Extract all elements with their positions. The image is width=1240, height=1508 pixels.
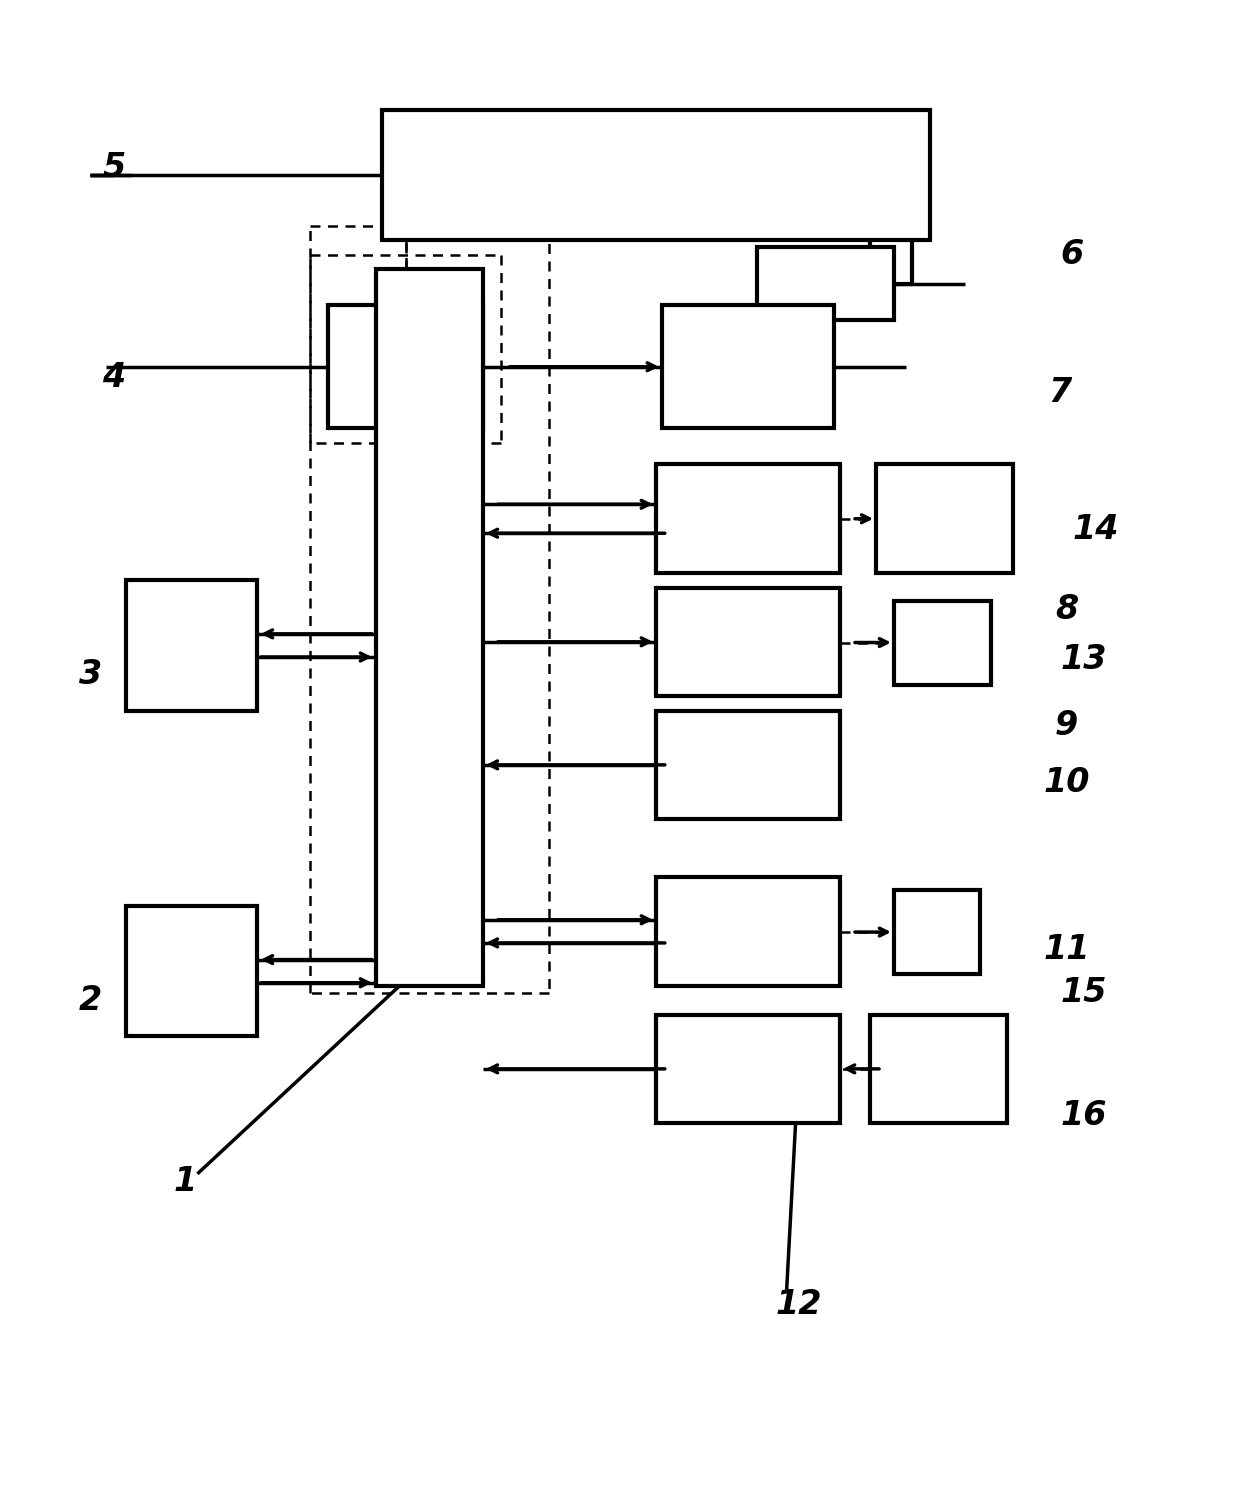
Text: 14: 14	[1073, 513, 1120, 546]
Bar	[870, 1015, 1007, 1123]
Text: 1: 1	[174, 1164, 197, 1197]
Text: 5: 5	[103, 151, 125, 184]
Bar	[656, 464, 841, 573]
Bar	[376, 268, 484, 986]
Text: 12: 12	[775, 1288, 822, 1321]
Text: 13: 13	[1061, 644, 1107, 677]
Text: 8: 8	[1055, 593, 1078, 626]
Bar	[126, 581, 257, 710]
Bar	[382, 110, 930, 240]
Text: 9: 9	[1055, 709, 1078, 742]
Text: 6: 6	[1060, 238, 1084, 271]
Text: 16: 16	[1061, 1099, 1107, 1133]
Text: 2: 2	[78, 983, 102, 1016]
Bar	[329, 305, 484, 428]
Bar	[656, 710, 841, 819]
Bar	[894, 600, 992, 685]
Bar	[875, 464, 1013, 573]
Bar	[756, 247, 894, 320]
Bar	[656, 1015, 841, 1123]
Bar	[126, 906, 257, 1036]
Text: 10: 10	[1043, 766, 1090, 799]
Bar	[894, 890, 980, 974]
Bar	[656, 878, 841, 986]
Bar	[656, 588, 841, 697]
Text: 15: 15	[1061, 976, 1107, 1009]
Text: 3: 3	[78, 657, 102, 691]
Text: 7: 7	[1049, 375, 1073, 409]
Text: 4: 4	[103, 360, 125, 394]
Bar	[662, 305, 835, 428]
Text: 11: 11	[1043, 933, 1090, 967]
